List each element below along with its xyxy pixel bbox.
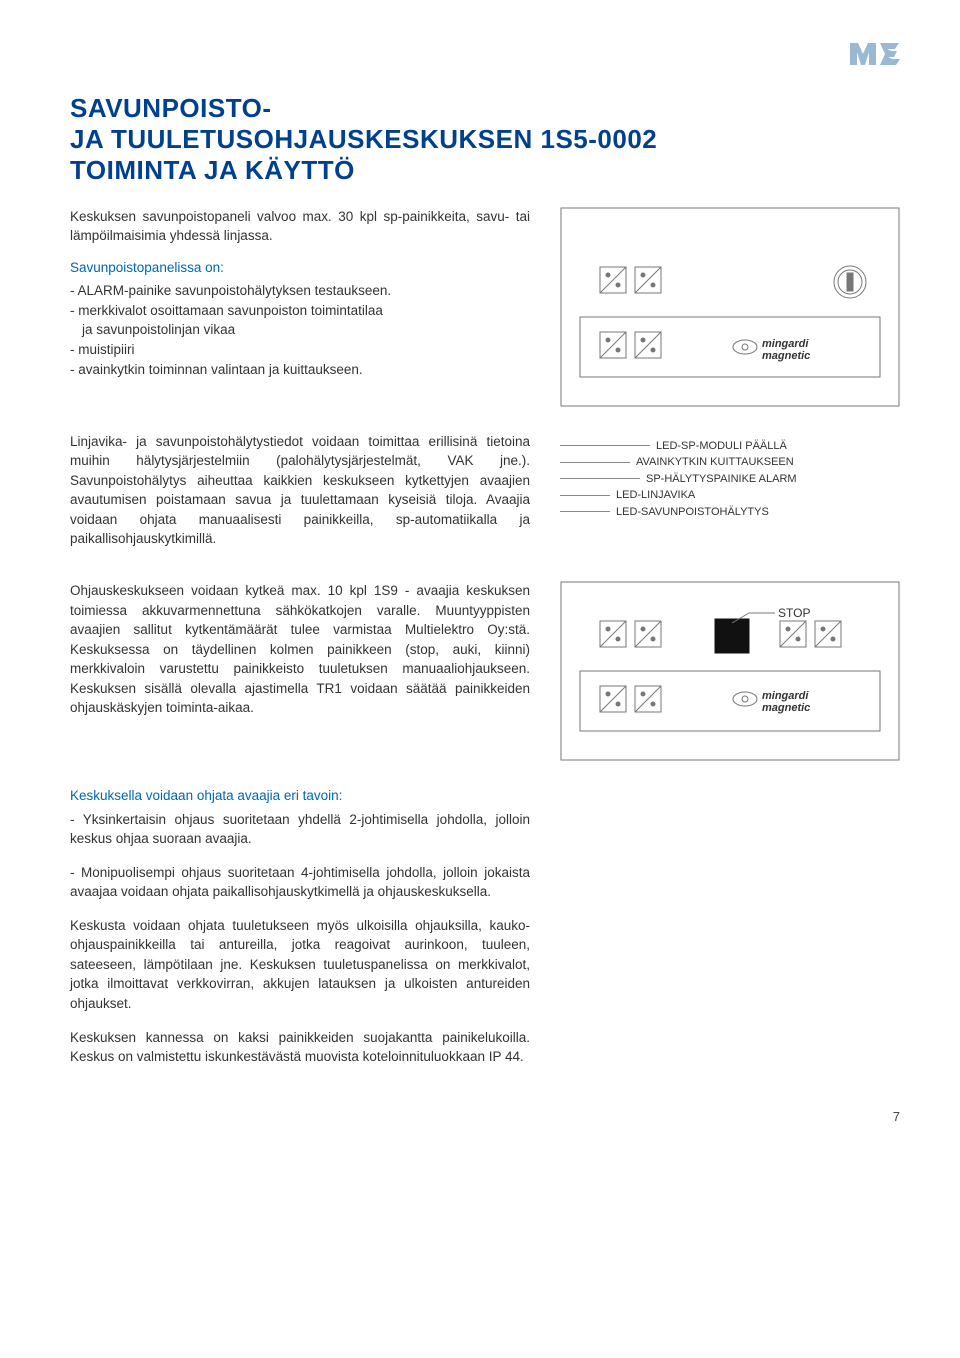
brand-magnetic: magnetic — [762, 350, 810, 362]
page-title: SAVUNPOISTO- JA TUULETUSOHJAUSKESKUKSEN … — [70, 93, 900, 187]
callout-label: LED-LINJAVIKA — [616, 487, 695, 504]
paragraph-keskusta: Keskusta voidaan ohjata tuuletukseen myö… — [70, 916, 530, 1014]
control-bullet-2: - Monipuolisempi ohjaus suoritetaan 4-jo… — [70, 863, 530, 902]
control-heading: Keskuksella voidaan ohjata avaajia eri t… — [70, 786, 530, 806]
callout-label: SP-HÄLYTYSPAINIKE ALARM — [646, 471, 797, 488]
list-item: - ALARM-painike savunpoistohälytyksen te… — [70, 281, 530, 301]
brand-logo — [70, 40, 900, 73]
intro-text-column: Keskuksen savunpoistopaneli valvoo max. … — [70, 207, 530, 412]
callout-label: LED-SAVUNPOISTOHÄLYTYS — [616, 504, 769, 521]
callout-diagram: LED-SP-MODULI PÄÄLLÄ AVAINKYTKIN KUITTAU… — [560, 432, 900, 561]
list-item: - avainkytkin toiminnan valintaan ja kui… — [70, 360, 530, 380]
intro-subheading: Savunpoistopanelissa on: — [70, 258, 530, 278]
intro-bullet-list: - ALARM-painike savunpoistohälytyksen te… — [70, 281, 530, 379]
empty-right-column — [560, 786, 900, 1079]
paragraph-kannen: Keskuksen kannessa on kaksi painikkeiden… — [70, 1028, 530, 1067]
section-control-methods: Keskuksella voidaan ohjata avaajia eri t… — [70, 786, 900, 1079]
svg-text:magnetic: magnetic — [762, 702, 810, 714]
list-item: - merkkivalot osoittamaan savunpoiston t… — [70, 301, 530, 321]
linjavika-text: Linjavika- ja savunpoistohälytystiedot v… — [70, 432, 530, 561]
list-item: ja savunpoistolinjan vikaa — [70, 320, 530, 340]
diagram-panel-stop: STOP mingardi magnetic — [560, 581, 900, 766]
list-item: - muistipiiri — [70, 340, 530, 360]
title-line3: TOIMINTA JA KÄYTTÖ — [70, 155, 355, 185]
svg-text:mingardi: mingardi — [762, 690, 809, 702]
control-methods-text: Keskuksella voidaan ohjata avaajia eri t… — [70, 786, 530, 1079]
ohjauskeskus-text: Ohjauskeskukseen voidaan kytkeä max. 10 … — [70, 581, 530, 766]
diagram-panel-top: mingardi magnetic — [560, 207, 900, 412]
title-line1: SAVUNPOISTO- — [70, 93, 272, 123]
section-linjavika: Linjavika- ja savunpoistohälytystiedot v… — [70, 432, 900, 561]
intro-paragraph: Keskuksen savunpoistopaneli valvoo max. … — [70, 207, 530, 246]
stop-label: STOP — [778, 606, 810, 620]
paragraph-ohjauskeskus: Ohjauskeskukseen voidaan kytkeä max. 10 … — [70, 581, 530, 718]
title-line2: JA TUULETUSOHJAUSKESKUKSEN 1S5-0002 — [70, 124, 657, 154]
control-bullet-1: - Yksinkertaisin ohjaus suoritetaan yhde… — [70, 810, 530, 849]
callout-label: LED-SP-MODULI PÄÄLLÄ — [656, 438, 787, 455]
callout-label: AVAINKYTKIN KUITTAUKSEEN — [636, 454, 794, 471]
paragraph-linjavika: Linjavika- ja savunpoistohälytystiedot v… — [70, 432, 530, 549]
page-number: 7 — [70, 1109, 900, 1124]
brand-mingardi: mingardi — [762, 338, 809, 350]
section-intro: Keskuksen savunpoistopaneli valvoo max. … — [70, 207, 900, 412]
section-ohjauskeskus: Ohjauskeskukseen voidaan kytkeä max. 10 … — [70, 581, 900, 766]
